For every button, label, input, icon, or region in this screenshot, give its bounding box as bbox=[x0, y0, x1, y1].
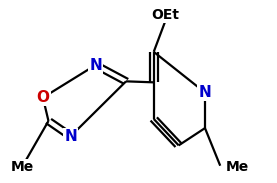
Text: Me: Me bbox=[11, 160, 34, 174]
Text: O: O bbox=[37, 90, 49, 105]
Text: OEt: OEt bbox=[151, 8, 179, 22]
Text: N: N bbox=[199, 85, 211, 100]
Text: Me: Me bbox=[226, 160, 249, 174]
Text: N: N bbox=[89, 58, 102, 73]
Text: N: N bbox=[64, 129, 77, 144]
